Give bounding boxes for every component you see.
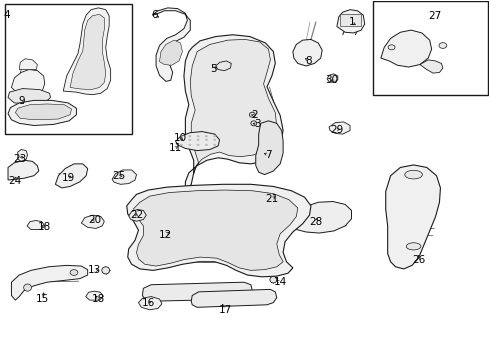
Polygon shape [274,189,289,202]
Ellipse shape [388,45,395,50]
Text: 28: 28 [309,217,322,227]
Text: 30: 30 [325,75,339,85]
Ellipse shape [196,144,199,146]
Ellipse shape [205,144,208,146]
Ellipse shape [205,135,208,137]
Polygon shape [27,221,45,229]
Polygon shape [11,69,45,95]
Polygon shape [8,160,39,180]
Text: 21: 21 [265,194,278,204]
Text: 9: 9 [18,96,24,106]
Bar [340,14,361,26]
Polygon shape [129,210,147,221]
Polygon shape [152,8,190,81]
Text: 17: 17 [219,305,232,315]
Ellipse shape [196,139,199,141]
Ellipse shape [213,144,216,146]
Ellipse shape [196,135,199,137]
Polygon shape [293,40,322,66]
Polygon shape [86,291,103,300]
Text: 18: 18 [92,294,105,304]
Polygon shape [70,14,106,90]
Polygon shape [15,104,72,120]
Text: 23: 23 [14,154,27,164]
Text: 26: 26 [412,255,425,265]
Polygon shape [134,190,298,270]
Text: 19: 19 [62,173,75,183]
Text: 11: 11 [169,143,182,153]
Polygon shape [420,60,443,73]
Text: 24: 24 [8,176,21,186]
Ellipse shape [439,42,447,48]
Text: 14: 14 [273,277,287,287]
Polygon shape [337,10,365,33]
Ellipse shape [180,135,183,137]
Text: 10: 10 [174,133,187,143]
Polygon shape [8,100,76,126]
Text: 3: 3 [254,120,261,129]
Text: 22: 22 [130,210,143,220]
Ellipse shape [213,135,216,137]
Polygon shape [55,164,88,188]
Polygon shape [63,8,111,95]
Polygon shape [81,215,104,228]
Polygon shape [329,122,350,134]
Text: 7: 7 [265,150,272,160]
Polygon shape [184,35,283,192]
Polygon shape [175,132,220,150]
Polygon shape [112,170,137,184]
Ellipse shape [270,276,277,283]
Text: 12: 12 [159,230,172,239]
Text: 25: 25 [112,171,125,181]
Polygon shape [127,184,311,277]
Polygon shape [256,121,283,175]
Polygon shape [386,165,441,269]
Polygon shape [8,89,50,104]
Text: 27: 27 [428,11,441,21]
Text: 29: 29 [330,125,343,135]
Ellipse shape [180,144,183,146]
Bar [4,4,132,134]
Text: 1: 1 [349,17,356,27]
Ellipse shape [251,121,257,126]
Polygon shape [327,74,338,82]
Polygon shape [18,149,27,161]
Ellipse shape [188,135,191,137]
Text: 16: 16 [142,298,155,308]
Text: 20: 20 [88,215,101,225]
Polygon shape [290,202,351,233]
Polygon shape [216,61,231,71]
Text: 18: 18 [38,222,51,232]
Text: 8: 8 [305,56,312,66]
Ellipse shape [205,139,208,141]
Bar [373,1,489,95]
Text: 4: 4 [3,10,10,20]
Ellipse shape [249,112,255,117]
Polygon shape [381,30,432,67]
Ellipse shape [188,139,191,141]
Ellipse shape [213,139,216,141]
Polygon shape [11,265,88,300]
Ellipse shape [102,267,110,274]
Ellipse shape [70,270,78,275]
Text: 2: 2 [251,111,258,121]
Polygon shape [143,282,252,301]
Ellipse shape [24,284,31,291]
Ellipse shape [406,243,421,250]
Polygon shape [190,40,277,174]
Text: 15: 15 [36,294,49,304]
Text: 5: 5 [210,64,217,74]
Polygon shape [191,289,277,307]
Polygon shape [19,59,37,69]
Ellipse shape [405,170,422,179]
Ellipse shape [188,144,191,146]
Polygon shape [139,297,162,310]
Polygon shape [159,40,182,65]
Ellipse shape [180,139,183,141]
Text: 6: 6 [151,10,158,20]
Text: 13: 13 [88,265,101,275]
